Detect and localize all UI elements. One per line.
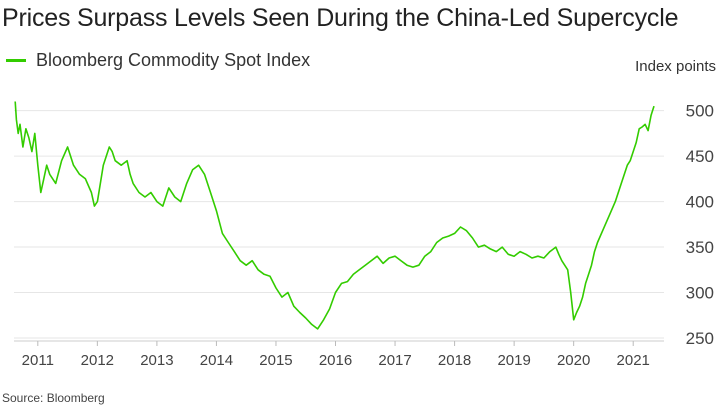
x-tick-label: 2011 [22,352,54,369]
x-tick-label: 2020 [557,352,590,369]
y-tick-label: 500 [686,102,714,121]
x-tick-label: 2013 [140,352,173,369]
x-tick-label: 2014 [200,352,233,369]
x-tick-label: 2021 [617,352,650,369]
y-tick-label: 250 [686,329,714,348]
y-tick-label: 450 [686,147,714,166]
y-tick-label: 300 [686,284,714,303]
x-tick-label: 2019 [497,352,530,369]
chart-title: Prices Surpass Levels Seen During the Ch… [2,4,679,32]
y-axis-unit-label: Index points [635,58,716,75]
legend-label: Bloomberg Commodity Spot Index [36,50,311,70]
series-line [14,101,655,330]
x-tick-label: 2016 [319,352,352,369]
x-tick-label: 2018 [438,352,471,369]
source-note: Source: Bloomberg [2,391,105,405]
x-tick-label: 2015 [259,352,292,369]
y-tick-label: 400 [686,193,714,212]
x-tick-label: 2017 [378,352,411,369]
x-tick-label: 2012 [81,352,114,369]
legend-swatch [6,59,26,62]
y-tick-label: 350 [686,238,714,257]
legend: Bloomberg Commodity Spot Index [6,50,310,71]
